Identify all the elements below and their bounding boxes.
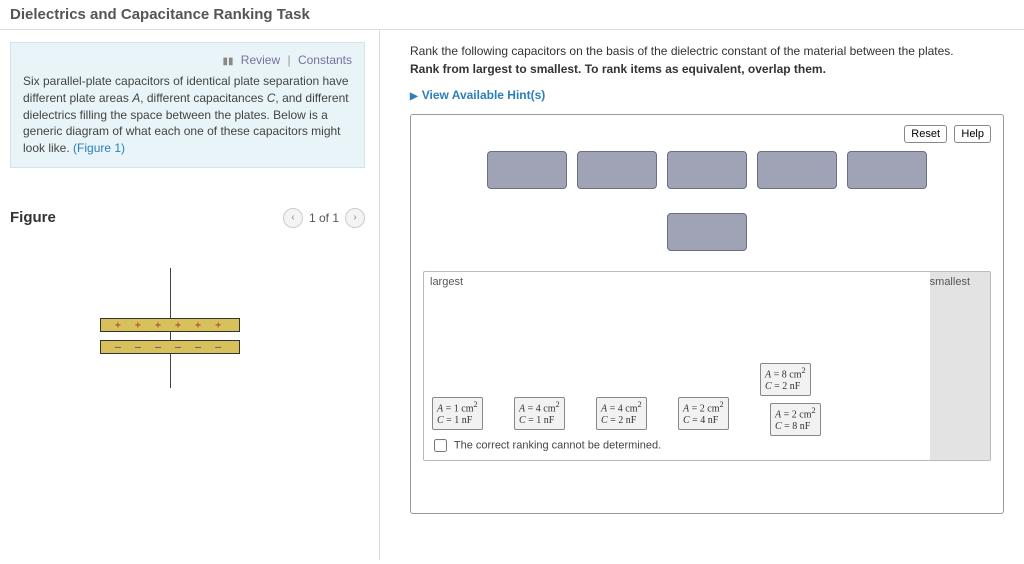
pool-tile[interactable] <box>757 151 837 189</box>
figure-title: Figure <box>10 209 56 226</box>
instruction-line2: Rank from largest to smallest. To rank i… <box>410 62 826 76</box>
problem-text: Six parallel-plate capacitors of identic… <box>23 73 352 157</box>
rank-item-6[interactable]: A = 2 cm2C = 8 nF <box>770 403 821 436</box>
figure-header: Figure ‹ 1 of 1 › <box>10 208 365 228</box>
review-icon: ▮▮ <box>222 56 233 67</box>
view-hints-link[interactable]: ▶ View Available Hint(s) <box>410 88 1004 102</box>
problem-infobox: ▮▮ Review | Constants Six parallel-plate… <box>10 42 365 168</box>
main-layout: ▮▮ Review | Constants Six parallel-plate… <box>0 30 1024 560</box>
pool-tile[interactable] <box>577 151 657 189</box>
minus-charges-icon: – – – – – – <box>100 342 240 353</box>
figure-next-button[interactable]: › <box>345 208 365 228</box>
figure-link[interactable]: (Figure 1) <box>73 141 125 155</box>
page-header: Dielectrics and Capacitance Ranking Task <box>0 0 1024 30</box>
instruction-block: Rank the following capacitors on the bas… <box>410 42 1004 78</box>
constants-link[interactable]: Constants <box>298 53 352 67</box>
figure-section: Figure ‹ 1 of 1 › + + + + + + – – – – – … <box>10 208 365 388</box>
ranking-zone[interactable]: largest smallest A = 1 cm2C = 1 nF A = 4… <box>423 271 991 461</box>
help-button[interactable]: Help <box>954 125 991 143</box>
review-link[interactable]: Review <box>241 53 280 67</box>
pool-tile[interactable] <box>667 151 747 189</box>
rank-item-3[interactable]: A = 4 cm2C = 2 nF <box>596 397 647 430</box>
smallest-label: smallest <box>930 276 970 288</box>
cannot-determine-checkbox[interactable] <box>434 439 447 452</box>
figure-pager-label: 1 of 1 <box>309 211 339 225</box>
rank-item-1[interactable]: A = 1 cm2C = 1 nF <box>432 397 483 430</box>
largest-label: largest <box>430 276 463 288</box>
ranked-items: A = 1 cm2C = 1 nF A = 4 cm2C = 1 nF A = … <box>432 320 982 430</box>
rank-item-4[interactable]: A = 2 cm2C = 4 nF <box>678 397 729 430</box>
instruction-line1: Rank the following capacitors on the bas… <box>410 42 1004 60</box>
chevron-right-icon: ▶ <box>410 91 418 102</box>
rank-item-2[interactable]: A = 4 cm2C = 1 nF <box>514 397 565 430</box>
plus-charges-icon: + + + + + + <box>100 320 240 331</box>
workarea-buttons: Reset Help <box>423 125 991 143</box>
pool-tile[interactable] <box>847 151 927 189</box>
rank-item-5[interactable]: A = 8 cm2C = 2 nF <box>760 363 811 396</box>
problem-text-mid1: , different capacitances <box>140 91 267 105</box>
ranking-workarea: Reset Help largest smallest A = 1 cm2C =… <box>410 114 1004 514</box>
page-title: Dielectrics and Capacitance Ranking Task <box>10 6 1014 23</box>
link-separator: | <box>288 53 291 67</box>
left-panel: ▮▮ Review | Constants Six parallel-plate… <box>0 30 380 560</box>
tile-pool <box>423 151 991 251</box>
var-A: A <box>132 91 140 105</box>
pool-tile[interactable] <box>487 151 567 189</box>
cannot-determine-label: The correct ranking cannot be determined… <box>454 439 661 451</box>
capacitor-diagram: + + + + + + – – – – – – <box>70 268 270 388</box>
infobox-links: ▮▮ Review | Constants <box>23 53 352 67</box>
right-panel: Rank the following capacitors on the bas… <box>380 30 1024 560</box>
figure-pager: ‹ 1 of 1 › <box>283 208 365 228</box>
pool-tile[interactable] <box>667 213 747 251</box>
cannot-determine-row: The correct ranking cannot be determined… <box>434 439 661 452</box>
hints-label: View Available Hint(s) <box>422 88 546 102</box>
reset-button[interactable]: Reset <box>904 125 947 143</box>
figure-prev-button[interactable]: ‹ <box>283 208 303 228</box>
